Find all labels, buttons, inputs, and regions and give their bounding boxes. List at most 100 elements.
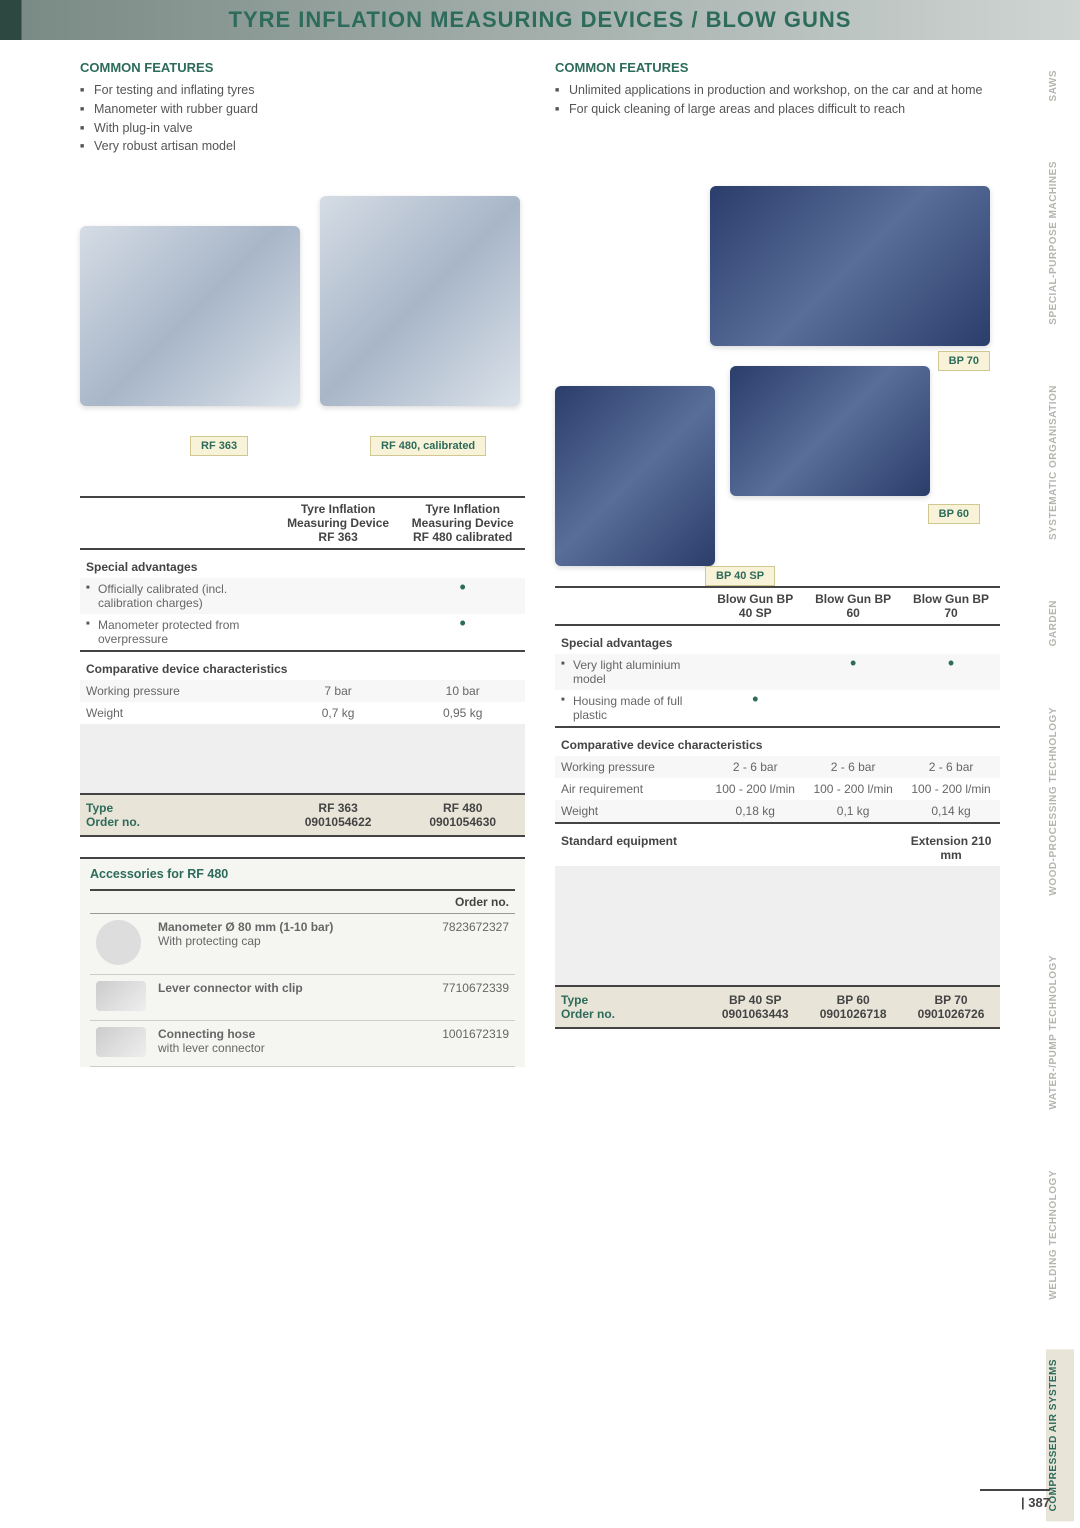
accessory-order: 7710672339 [405, 975, 515, 1021]
row-label: Weight [80, 702, 276, 724]
cell: 7 bar [276, 680, 401, 702]
type-cell: RF 363 0901054622 [276, 794, 401, 836]
features-right: COMMON FEATURES Unlimited applications i… [555, 60, 1000, 156]
cell: • [902, 654, 1000, 690]
row-label: Manometer protected from overpressure [98, 618, 239, 646]
features-row: COMMON FEATURES For testing and inflatin… [80, 60, 1000, 156]
cell [902, 690, 1000, 727]
side-tab-compressed-air[interactable]: COMPRESSED AIR SYSTEMS [1046, 1349, 1074, 1521]
cell [276, 614, 401, 651]
cell: 0,7 kg [276, 702, 401, 724]
row-label: Housing made of full plastic [573, 694, 682, 722]
product-label-rf480: RF 480, calibrated [370, 436, 486, 456]
type-cell: RF 480 0901054630 [400, 794, 525, 836]
type-cell: BP 60 0901026718 [804, 986, 902, 1028]
row-label: Officially calibrated (incl. calibration… [98, 582, 227, 610]
right-column: BP 70 BP 60 BP 40 SP Blow Gun BP 40 SP B… [555, 186, 1000, 1067]
cell [276, 578, 401, 614]
feature-item: For quick cleaning of large areas and pl… [569, 100, 1000, 119]
feature-item: Unlimited applications in production and… [569, 81, 1000, 100]
type-cell: BP 70 0901026726 [902, 986, 1000, 1028]
right-product-images: BP 70 BP 60 BP 40 SP [555, 186, 1000, 586]
order-head: Order no. [405, 890, 515, 914]
left-product-images: RF 363 RF 480, calibrated [80, 186, 525, 486]
cell: 2 - 6 bar [706, 756, 804, 778]
cell: Extension 210 mm [902, 823, 1000, 866]
section-heading: Special advantages [555, 625, 1000, 654]
section-heading: Special advantages [80, 549, 525, 578]
accessories-title: Accessories for RF 480 [90, 867, 515, 881]
accessory-image [96, 920, 141, 965]
table-head: Blow Gun BP 40 SP [706, 587, 804, 625]
row-label: Air requirement [555, 778, 706, 800]
feature-item: Very robust artisan model [94, 137, 525, 156]
product-image-rf480 [320, 196, 520, 406]
accessory-desc: Manometer Ø 80 mm (1-10 bar) With protec… [152, 914, 405, 975]
cell: • [400, 578, 525, 614]
side-tab-welding[interactable]: WELDING TECHNOLOGY [1046, 1160, 1074, 1310]
side-tab-wood[interactable]: WOOD-PROCESSING TECHNOLOGY [1046, 697, 1074, 906]
accessory-order: 7823672327 [405, 914, 515, 975]
cell: 0,1 kg [804, 800, 902, 823]
table-head: Tyre Inflation Measuring Device RF 480 c… [400, 497, 525, 549]
cell [804, 690, 902, 727]
row-label: Working pressure [80, 680, 276, 702]
products-row: RF 363 RF 480, calibrated Tyre Inflation… [80, 186, 1000, 1067]
row-label: Weight [555, 800, 706, 823]
type-label: Type Order no. [555, 986, 706, 1028]
section-heading: Comparative device characteristics [555, 727, 1000, 756]
type-cell: BP 40 SP 0901063443 [706, 986, 804, 1028]
cell: 0,18 kg [706, 800, 804, 823]
row-label: Very light aluminium model [573, 658, 680, 686]
left-spec-table: Tyre Inflation Measuring Device RF 363 T… [80, 496, 525, 837]
accessory-image [96, 981, 146, 1011]
features-heading-right: COMMON FEATURES [555, 60, 1000, 75]
accessory-desc: Connecting hose with lever connector [152, 1021, 405, 1067]
product-label-bp60: BP 60 [928, 504, 980, 524]
product-label-bp40: BP 40 SP [705, 566, 775, 586]
cell [706, 654, 804, 690]
cell: 0,14 kg [902, 800, 1000, 823]
left-column: RF 363 RF 480, calibrated Tyre Inflation… [80, 186, 525, 1067]
features-left: COMMON FEATURES For testing and inflatin… [80, 60, 525, 156]
cell: 100 - 200 l/min [706, 778, 804, 800]
page-number: | 387 [980, 1489, 1050, 1510]
side-tabs: SAWS SPECIAL-PURPOSE MACHINES SYSTEMATIC… [1046, 60, 1074, 1522]
side-tab-garden[interactable]: GARDEN [1046, 590, 1074, 656]
product-image-rf363 [80, 226, 300, 406]
side-tab-water[interactable]: WATER-/PUMP TECHNOLOGY [1046, 945, 1074, 1120]
cell: • [400, 614, 525, 651]
product-image-bp70 [710, 186, 990, 346]
cell: 2 - 6 bar [804, 756, 902, 778]
right-spec-table: Blow Gun BP 40 SP Blow Gun BP 60 Blow Gu… [555, 586, 1000, 1029]
cell: 2 - 6 bar [902, 756, 1000, 778]
table-head: Blow Gun BP 60 [804, 587, 902, 625]
row-label: Working pressure [555, 756, 706, 778]
table-head [80, 497, 276, 549]
product-label-rf363: RF 363 [190, 436, 248, 456]
table-head: Tyre Inflation Measuring Device RF 363 [276, 497, 401, 549]
accessory-order: 1001672319 [405, 1021, 515, 1067]
accessory-image [96, 1027, 146, 1057]
section-heading: Comparative device characteristics [80, 651, 525, 680]
product-label-bp70: BP 70 [938, 351, 990, 371]
cell: • [706, 690, 804, 727]
side-tab-saws[interactable]: SAWS [1046, 60, 1074, 111]
type-label: Type Order no. [80, 794, 276, 836]
cell: 10 bar [400, 680, 525, 702]
features-heading-left: COMMON FEATURES [80, 60, 525, 75]
section-heading: Standard equipment [555, 823, 706, 866]
product-image-bp60 [730, 366, 930, 496]
feature-item: For testing and inflating tyres [94, 81, 525, 100]
cell: 100 - 200 l/min [902, 778, 1000, 800]
accessories-box: Accessories for RF 480 Order no. Manomet… [80, 857, 525, 1067]
product-image-bp40 [555, 386, 715, 566]
page-content: COMMON FEATURES For testing and inflatin… [80, 60, 1000, 1067]
feature-item: With plug-in valve [94, 119, 525, 138]
page-title: TYRE INFLATION MEASURING DEVICES / BLOW … [229, 7, 852, 33]
cell: 0,95 kg [400, 702, 525, 724]
side-tab-systematic[interactable]: SYSTEMATIC ORGANISATION [1046, 375, 1074, 550]
side-tab-special-purpose[interactable]: SPECIAL-PURPOSE MACHINES [1046, 151, 1074, 335]
header-bar: TYRE INFLATION MEASURING DEVICES / BLOW … [0, 0, 1080, 40]
cell: 100 - 200 l/min [804, 778, 902, 800]
